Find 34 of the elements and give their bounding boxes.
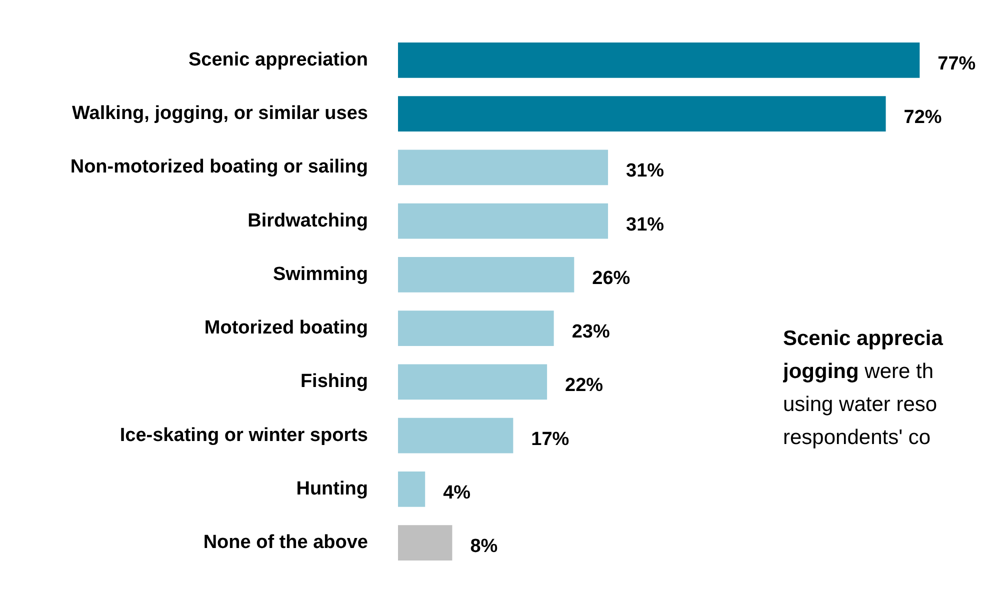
y-tick-label: None of the above: [203, 532, 368, 554]
bar: [398, 525, 452, 560]
bar: [398, 418, 514, 454]
data-label: 4%: [443, 482, 471, 504]
bar: [398, 310, 554, 346]
data-label: 23%: [572, 322, 610, 343]
data-label: 77%: [938, 53, 976, 74]
y-tick-label: Hunting: [296, 478, 368, 500]
data-label: 72%: [904, 107, 942, 128]
bar: [398, 256, 574, 292]
annotation: Scenic apprecia: [783, 326, 944, 352]
annotation: respondents' co: [783, 425, 932, 451]
y-tick-label: Birdwatching: [248, 210, 368, 232]
y-tick-label: Non-motorized boating or sailing: [70, 156, 368, 178]
y-tick-label: Walking, jogging, or similar uses: [72, 103, 368, 124]
annotation: jogging were th: [783, 359, 935, 385]
bar: [398, 96, 886, 132]
data-label: 26%: [592, 268, 630, 289]
y-tick-label: Swimming: [272, 264, 368, 285]
bar: [398, 471, 426, 507]
y-tick-label: Fishing: [300, 371, 368, 392]
bar: [398, 364, 548, 400]
data-label: 31%: [626, 160, 664, 182]
data-label: 8%: [470, 536, 498, 558]
bar: [398, 203, 608, 239]
y-tick-label: Scenic appreciation: [188, 49, 368, 70]
data-label: 22%: [565, 375, 604, 396]
bar: [398, 42, 920, 78]
annotation: using water reso: [783, 392, 938, 418]
y-tick-label: Motorized boating: [204, 318, 368, 339]
bar: [398, 150, 608, 186]
y-tick-label: Ice-skating or winter sports: [120, 424, 368, 446]
data-label: 31%: [626, 214, 664, 236]
data-label: 17%: [531, 428, 570, 450]
